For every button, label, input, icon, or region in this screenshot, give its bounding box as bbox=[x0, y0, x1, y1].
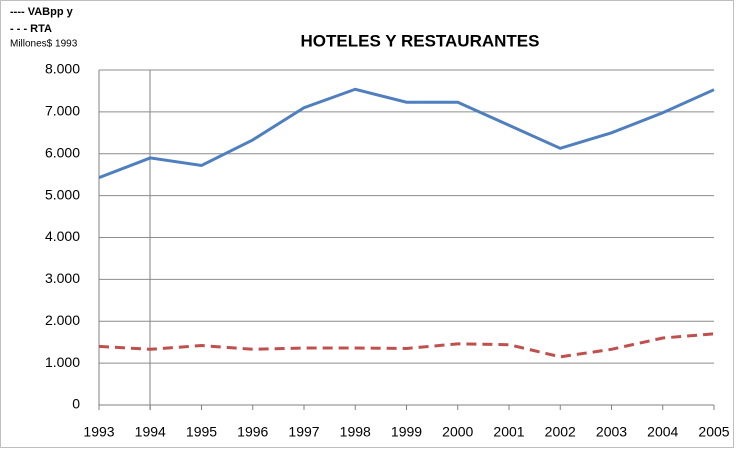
x-tick-label: 1998 bbox=[340, 424, 371, 440]
series-line bbox=[98, 332, 715, 359]
y-tick-label: 0 bbox=[72, 396, 80, 412]
chart-title: HOTELES Y RESTAURANTES bbox=[301, 31, 540, 50]
y-axis-label: Millones$ 1993 bbox=[10, 39, 78, 50]
x-tick-label: 2004 bbox=[647, 424, 678, 440]
x-tick-label: 2001 bbox=[493, 424, 524, 440]
chart-frame bbox=[0, 0, 734, 448]
series-line bbox=[98, 87, 715, 180]
x-tick-label: 2003 bbox=[596, 424, 627, 440]
legend-line: - - - RTA bbox=[10, 23, 52, 35]
x-tick-label: 2005 bbox=[698, 424, 729, 440]
y-tick-label: 5.000 bbox=[45, 186, 80, 202]
y-tick-label: 3.000 bbox=[45, 270, 80, 286]
y-tick-label: 2.000 bbox=[45, 312, 80, 328]
x-tick-label: 2000 bbox=[442, 424, 473, 440]
y-tick-label: 6.000 bbox=[45, 144, 80, 160]
legend-line: ---- VABpp y bbox=[10, 6, 74, 18]
y-tick-label: 4.000 bbox=[45, 228, 80, 244]
x-tick-label: 1994 bbox=[135, 424, 166, 440]
x-tick-label: 1997 bbox=[288, 424, 319, 440]
x-tick-label: 1993 bbox=[83, 424, 114, 440]
y-tick-label: 8.000 bbox=[45, 61, 80, 77]
y-tick-label: 7.000 bbox=[45, 103, 80, 119]
x-tick-label: 2002 bbox=[545, 424, 576, 440]
x-tick-label: 1996 bbox=[237, 424, 268, 440]
x-tick-label: 1999 bbox=[391, 424, 422, 440]
y-tick-label: 1.000 bbox=[45, 354, 80, 370]
x-tick-label: 1995 bbox=[186, 424, 217, 440]
